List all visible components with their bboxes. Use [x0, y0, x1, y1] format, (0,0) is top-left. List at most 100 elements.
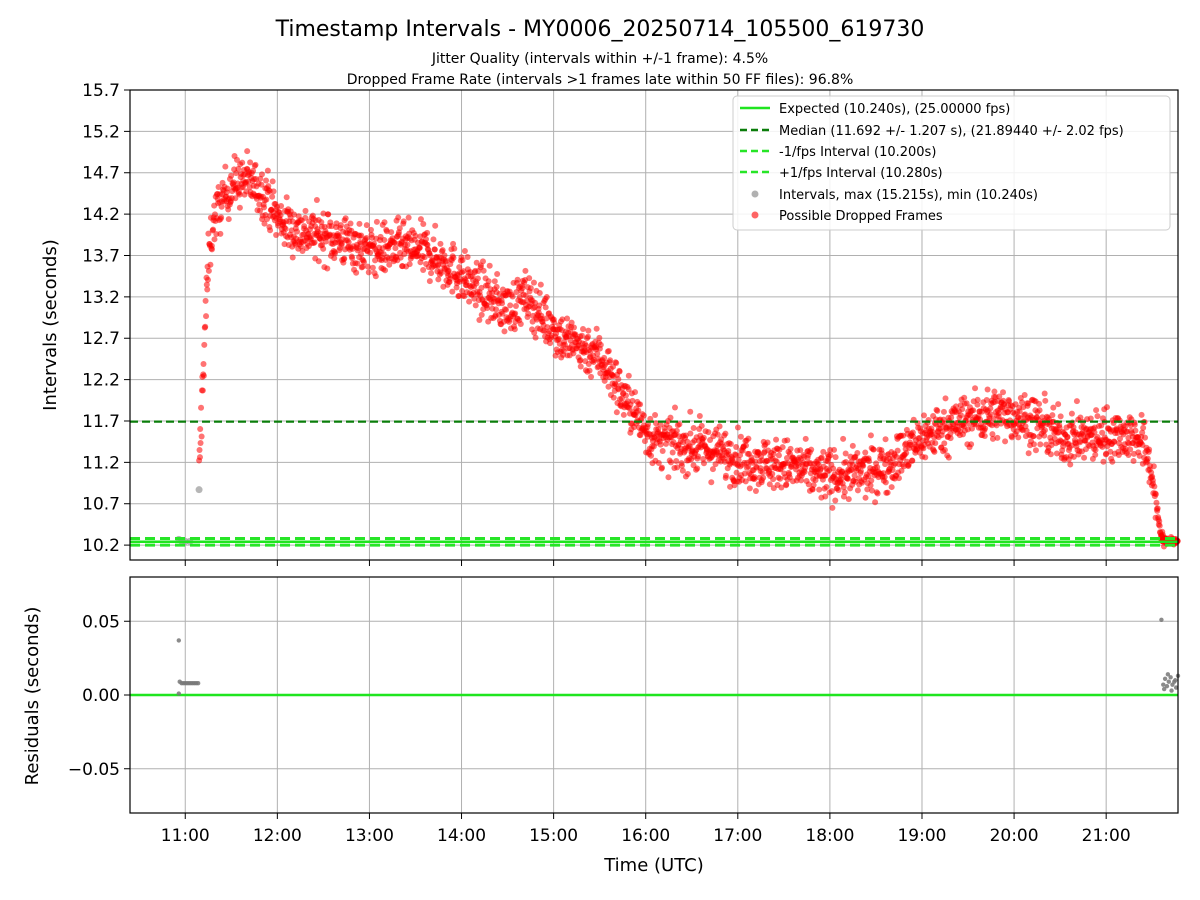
dropped-frame-point [499, 310, 506, 317]
dropped-frame-point [679, 467, 686, 474]
dropped-frame-point [256, 201, 263, 208]
dropped-frame-point [367, 249, 374, 256]
dropped-frame-point [1077, 414, 1084, 421]
dropped-frame-point [555, 335, 562, 342]
legend-label-median: Median (11.692 +/- 1.207 s), (21.89440 +… [779, 124, 1124, 139]
dropped-frame-point [1140, 424, 1147, 431]
dropped-frame-point [941, 440, 948, 447]
dropped-frame-point [842, 450, 849, 457]
dropped-frame-point [459, 257, 466, 264]
residual-point [1168, 675, 1173, 680]
dropped-frame-point [1030, 433, 1037, 440]
bottom-x-tick-label: 13:00 [345, 826, 394, 846]
residual-point [1166, 679, 1171, 684]
dropped-frame-point [205, 267, 212, 274]
x-axis-label: Time (UTC) [603, 855, 704, 876]
dropped-frame-point [201, 341, 208, 348]
dropped-frame-point [709, 466, 716, 473]
dropped-frame-point [320, 245, 327, 252]
dropped-frame-point [764, 439, 771, 446]
dropped-frame-point [659, 447, 666, 454]
dropped-frame-point [655, 459, 662, 466]
dropped-frame-point [601, 354, 608, 361]
dropped-frame-point [1099, 429, 1106, 436]
dropped-frame-point [947, 435, 954, 442]
dropped-frame-point [860, 462, 867, 469]
dropped-frame-point [269, 193, 276, 200]
dropped-frame-point [464, 254, 471, 261]
dropped-frame-point [585, 327, 592, 334]
bottom-y-tick-label: 0.00 [82, 686, 120, 706]
dropped-frame-point [564, 315, 571, 322]
dropped-frame-point [450, 240, 457, 247]
dropped-frame-point [442, 257, 449, 264]
dropped-frame-point [953, 403, 960, 410]
dropped-frame-point [525, 310, 532, 317]
dropped-frame-point [695, 453, 702, 460]
dropped-frame-point [596, 334, 603, 341]
dropped-frame-point [1138, 411, 1145, 418]
top-y-tick-label: 12.7 [82, 329, 120, 349]
dropped-frame-point [1109, 458, 1116, 465]
dropped-frame-point [404, 241, 411, 248]
dropped-frame-point [1070, 424, 1077, 431]
dropped-frame-point [228, 172, 235, 179]
dropped-frame-point [868, 477, 875, 484]
dropped-frame-point [450, 254, 457, 261]
dropped-frame-point [273, 232, 280, 239]
dropped-frame-point [882, 479, 889, 486]
dropped-frame-point [829, 504, 836, 511]
residual-point [1159, 617, 1164, 622]
dropped-frame-point [857, 467, 864, 474]
dropped-frame-point [1019, 399, 1026, 406]
dropped-frame-point [615, 376, 622, 383]
dropped-frame-point [1055, 401, 1062, 408]
dropped-frame-point [345, 239, 352, 246]
dropped-frame-point [942, 395, 949, 402]
dropped-frame-point [372, 257, 379, 264]
bottom-x-tick-label: 19:00 [897, 826, 946, 846]
dropped-frame-point [503, 306, 510, 313]
dropped-frame-point [200, 372, 207, 379]
dropped-frame-point [215, 184, 222, 191]
dropped-frame-point [264, 167, 271, 174]
dropped-frame-point [700, 434, 707, 441]
dropped-frame-point [218, 214, 225, 221]
dropped-frame-point [640, 412, 647, 419]
dropped-frame-point [922, 454, 929, 461]
dropped-frame-point [669, 449, 676, 456]
dropped-frame-point [430, 236, 437, 243]
dropped-frame-point [948, 414, 955, 421]
dropped-frame-point [1049, 412, 1056, 419]
dropped-frame-point [210, 226, 217, 233]
top-y-tick-label: 11.7 [82, 412, 120, 432]
dropped-frame-point [840, 435, 847, 442]
dropped-frame-point [578, 332, 585, 339]
dropped-frame-point [862, 494, 869, 501]
dropped-frame-point [1056, 424, 1063, 431]
dropped-frame-point [451, 245, 458, 252]
top-y-tick-label: 15.2 [82, 122, 120, 142]
legend: Expected (10.240s), (25.00000 fps) Media… [732, 95, 1171, 231]
dropped-frame-point [256, 207, 263, 214]
top-y-tick-label: 10.7 [82, 495, 120, 515]
dropped-frame-point [961, 394, 968, 401]
dropped-frame-point [441, 252, 448, 259]
dropped-frame-point [752, 458, 759, 465]
dropped-frame-point [667, 414, 674, 421]
dropped-frame-point [335, 232, 342, 239]
dropped-frame-point [605, 383, 612, 390]
dropped-frame-point [342, 215, 349, 222]
dropped-frame-point [386, 261, 393, 268]
dropped-frame-point [381, 219, 388, 226]
top-reference-lines [130, 420, 1178, 547]
dropped-frame-point [597, 341, 604, 348]
dropped-frame-point [840, 493, 847, 500]
dropped-frame-point [320, 210, 327, 217]
dropped-frame-point [741, 470, 748, 477]
dropped-frame-point [559, 316, 566, 323]
dropped-frame-point [400, 218, 407, 225]
dropped-frame-point [258, 171, 265, 178]
dropped-frame-point [830, 465, 837, 472]
dropped-frame-point [205, 230, 212, 237]
